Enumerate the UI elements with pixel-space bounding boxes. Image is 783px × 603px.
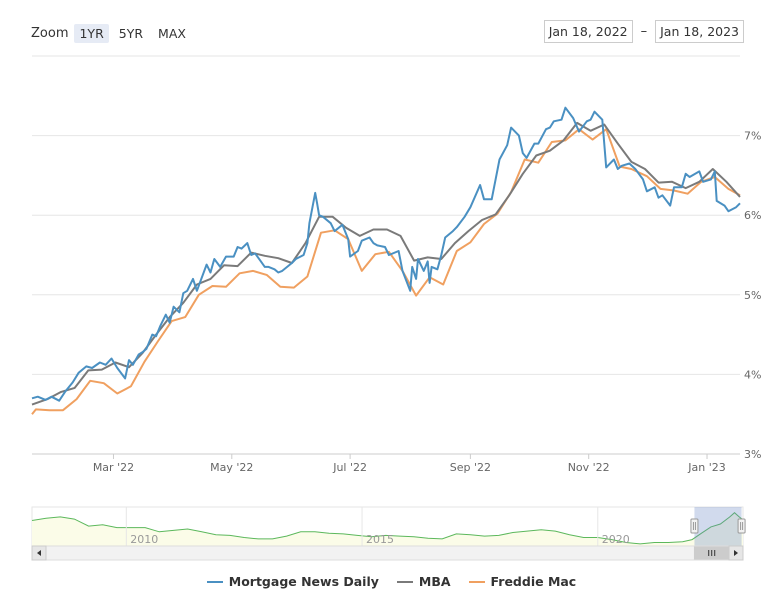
y-tick-label: 6%: [744, 209, 761, 222]
series-line-mba: [31, 121, 741, 406]
x-tick-label: May '22: [210, 461, 253, 474]
y-tick-label: 4%: [744, 368, 761, 381]
zoom-max-button[interactable]: MAX: [153, 24, 191, 43]
legend-swatch-mortgage-news-daily: [206, 580, 223, 583]
x-tick-label: Jul '22: [332, 461, 367, 474]
legend-label-mba: MBA: [418, 574, 451, 589]
y-tick-label: 5%: [744, 289, 761, 302]
legend: Mortgage News Daily MBA Freddie Mac: [0, 574, 783, 589]
scroll-right-arrow-icon: [734, 550, 738, 556]
zoom-bar: Zoom 1YR 5YR MAX: [31, 22, 196, 44]
navigator-year-label: 2015: [366, 533, 394, 546]
navigator[interactable]: 2010 2015 2020: [31, 506, 746, 561]
legend-label-mortgage-news-daily: Mortgage News Daily: [228, 574, 379, 589]
scrollbar-track[interactable]: [31, 545, 744, 561]
navigator-area: [32, 512, 743, 546]
navigator-selection[interactable]: [694, 507, 742, 546]
navigator-year-label: 2010: [130, 533, 158, 546]
navigator-handle-left[interactable]: [690, 518, 699, 534]
series-line-freddie-mac: [31, 128, 741, 415]
x-tick-label: Jan '23: [687, 461, 725, 474]
legend-item-mortgage-news-daily[interactable]: Mortgage News Daily: [206, 574, 379, 589]
range-from-input[interactable]: Jan 18, 2022: [543, 20, 633, 43]
navigator-line: [31, 512, 744, 545]
rate-chart: 3% 4% 5% 6% 7% Mar '22 May '22 Jul '22 Sep '22 N…: [31, 55, 761, 561]
zoom-label: Zoom: [31, 25, 69, 41]
legend-item-mba[interactable]: MBA: [396, 574, 451, 589]
grid: [32, 55, 740, 455]
x-tick-label: Sep '22: [450, 461, 491, 474]
y-axis-ticks: 3% 4% 5% 6% 7%: [744, 130, 761, 461]
navigator-handle-right[interactable]: [737, 518, 746, 534]
y-tick-label: 3%: [744, 448, 761, 461]
series-line-mortgage-news-daily: [31, 106, 741, 402]
navigator-year-label: 2020: [602, 533, 630, 546]
legend-label-freddie-mac: Freddie Mac: [490, 574, 577, 589]
y-tick-label: 7%: [744, 130, 761, 143]
scroll-left-arrow-icon: [37, 550, 41, 556]
range-separator: –: [640, 24, 648, 39]
zoom-1yr-button[interactable]: 1YR: [74, 23, 109, 43]
date-range-selector: Jan 18, 2022 – Jan 18, 2023: [543, 20, 744, 43]
x-tick-label: Mar '22: [93, 461, 134, 474]
range-to-input[interactable]: Jan 18, 2023: [655, 20, 744, 43]
legend-swatch-mba: [396, 580, 413, 583]
legend-item-freddie-mac[interactable]: Freddie Mac: [468, 574, 577, 589]
x-tick-label: Nov '22: [568, 461, 610, 474]
x-axis-ticks: Mar '22 May '22 Jul '22 Sep '22 Nov '22 Jan '…: [93, 454, 726, 474]
zoom-5yr-button[interactable]: 5YR: [114, 24, 148, 43]
series-lines: [31, 106, 741, 415]
legend-swatch-freddie-mac: [468, 580, 485, 583]
